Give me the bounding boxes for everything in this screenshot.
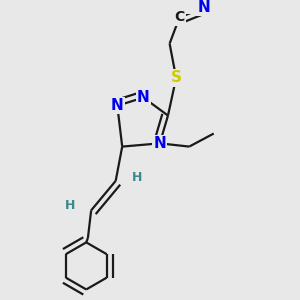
- Text: H: H: [132, 171, 142, 184]
- Text: S: S: [171, 70, 182, 86]
- Text: C: C: [174, 11, 184, 25]
- Text: N: N: [137, 90, 150, 105]
- Text: N: N: [198, 0, 210, 15]
- Text: H: H: [65, 199, 75, 212]
- Text: N: N: [111, 98, 124, 113]
- Text: N: N: [153, 136, 166, 151]
